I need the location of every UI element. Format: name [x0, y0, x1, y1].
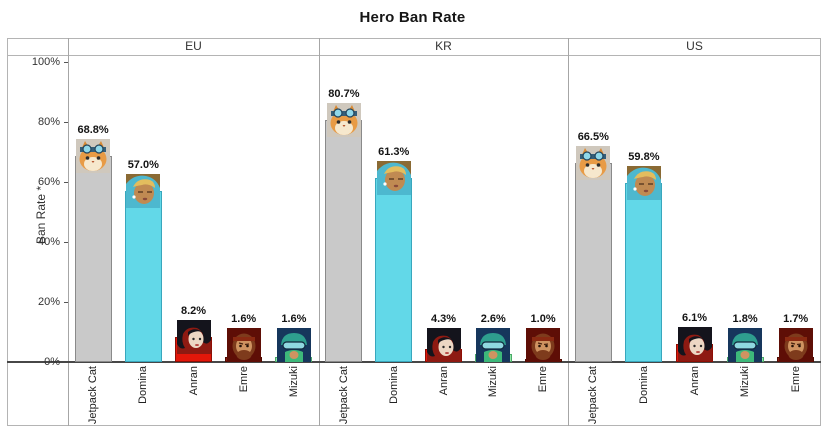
- y-tick-label: 80%: [37, 116, 60, 128]
- category-label-anran[interactable]: Anran: [437, 366, 450, 396]
- mizuki-avatar-icon[interactable]: [728, 328, 763, 362]
- mizuki-avatar-icon[interactable]: [476, 328, 511, 362]
- bar-domina-us[interactable]: [625, 182, 663, 362]
- y-tick-mark: [64, 62, 68, 63]
- bar-value-label: 57.0%: [127, 159, 159, 171]
- y-tick-label: 60%: [37, 176, 60, 188]
- anran-avatar-icon[interactable]: [426, 328, 461, 362]
- panel-divider-line: [568, 38, 569, 426]
- category-label-mizuki[interactable]: Mizuki: [487, 366, 500, 398]
- header-empty-cell: [7, 38, 68, 55]
- category-label-domina[interactable]: Domina: [637, 366, 650, 404]
- chart-frame: [7, 38, 821, 426]
- panel-header-kr[interactable]: KR: [435, 39, 452, 53]
- panel-divider-line: [319, 38, 320, 426]
- bar-value-label: 61.3%: [378, 146, 410, 159]
- anran-avatar-icon[interactable]: [176, 320, 211, 355]
- jetpack-cat-avatar-icon[interactable]: [576, 145, 611, 180]
- bar-value-label: 6.1%: [681, 311, 708, 324]
- y-tick-mark: [64, 182, 68, 183]
- bar-value-label: 4.3%: [430, 313, 457, 325]
- domina-avatar-icon[interactable]: [626, 165, 661, 200]
- jetpack-cat-avatar-icon[interactable]: [326, 102, 361, 137]
- category-label-emre[interactable]: Emre: [537, 366, 550, 393]
- bar-value-label: 1.8%: [732, 313, 758, 325]
- y-tick-mark: [64, 302, 68, 303]
- category-label-mizuki[interactable]: Mizuki: [287, 366, 300, 398]
- category-label-domina[interactable]: Domina: [387, 366, 400, 404]
- mizuki-avatar-icon[interactable]: [276, 328, 311, 362]
- axis-divider-line: [68, 38, 69, 426]
- bar-value-label: 1.6%: [231, 313, 257, 325]
- bar-jetpack-cat-kr[interactable]: [325, 119, 363, 362]
- bar-value-label: 1.6%: [281, 313, 307, 325]
- domina-avatar-icon[interactable]: [376, 161, 411, 196]
- bar-domina-eu[interactable]: [124, 191, 162, 362]
- chart-title: Hero Ban Rate: [359, 9, 466, 26]
- y-tick-mark: [64, 242, 68, 243]
- bar-value-label: 8.2%: [180, 305, 207, 318]
- bar-value-label: 66.5%: [577, 130, 609, 143]
- domina-avatar-icon[interactable]: [126, 174, 161, 208]
- y-tick-label: 0%: [44, 356, 60, 368]
- bar-value-label: 59.8%: [628, 150, 660, 163]
- y-tick-mark: [64, 122, 68, 123]
- category-label-mizuki[interactable]: Mizuki: [739, 366, 752, 398]
- jetpack-cat-avatar-icon[interactable]: [76, 138, 111, 173]
- bar-domina-kr[interactable]: [375, 178, 413, 362]
- category-label-anran[interactable]: Anran: [187, 366, 200, 396]
- y-tick-label: 40%: [37, 236, 60, 248]
- category-label-emre[interactable]: Emre: [237, 366, 250, 393]
- bar-value-label: 1.7%: [783, 313, 809, 325]
- emre-avatar-icon[interactable]: [526, 328, 561, 362]
- category-label-emre[interactable]: Emre: [789, 366, 802, 393]
- bar-jetpack-cat-eu[interactable]: [74, 155, 112, 362]
- y-tick-label: 100%: [31, 56, 60, 68]
- category-label-jetpack-cat[interactable]: Jetpack Cat: [337, 366, 350, 425]
- anran-avatar-icon[interactable]: [677, 326, 712, 361]
- zero-baseline: [7, 361, 821, 363]
- header-divider-line: [7, 55, 821, 56]
- bar-value-label: 2.6%: [480, 313, 506, 325]
- bar-value-label: 68.8%: [77, 123, 109, 136]
- category-label-jetpack-cat[interactable]: Jetpack Cat: [87, 366, 100, 425]
- panel-header-us[interactable]: US: [686, 39, 703, 53]
- y-tick-label: 20%: [37, 296, 60, 308]
- bar-value-label: 1.0%: [530, 313, 556, 325]
- bar-jetpack-cat-us[interactable]: [574, 162, 612, 362]
- emre-avatar-icon[interactable]: [226, 328, 261, 362]
- panel-header-eu[interactable]: EU: [185, 39, 202, 53]
- bar-value-label: 80.7%: [328, 87, 360, 100]
- category-label-domina[interactable]: Domina: [137, 366, 150, 404]
- emre-avatar-icon[interactable]: [778, 328, 813, 362]
- category-label-anran[interactable]: Anran: [688, 366, 701, 396]
- category-label-jetpack-cat[interactable]: Jetpack Cat: [587, 366, 600, 425]
